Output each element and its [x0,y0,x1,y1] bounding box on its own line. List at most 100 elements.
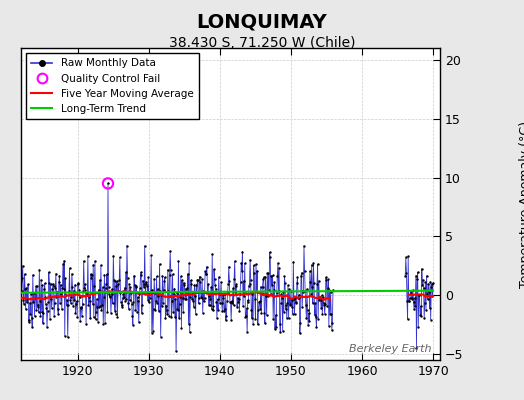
Point [127,290,135,297]
Point [68,284,77,290]
Point [194,300,203,306]
Point [305,268,314,274]
Point [213,296,222,303]
Point [135,291,144,298]
Point [180,282,189,288]
Point [207,284,215,290]
Point [62,292,70,298]
Point [141,279,150,285]
Point [85,294,93,300]
Point [170,285,179,292]
Point [172,306,181,312]
Point [126,284,135,290]
Point [166,248,174,254]
Point [62,302,71,308]
Point [269,287,278,293]
Point [425,305,434,312]
Point [198,294,206,301]
Point [94,318,102,325]
Point [69,302,77,309]
Point [181,285,190,292]
Point [61,333,69,339]
Point [151,307,159,313]
Point [270,279,279,285]
Point [91,258,99,264]
Point [185,329,194,336]
Point [314,316,322,322]
Point [409,287,417,294]
Point [187,277,195,284]
Point [241,313,249,320]
Point [214,306,222,313]
Point [125,306,133,312]
Point [307,291,315,298]
Point [322,277,331,283]
Point [325,287,334,293]
Point [48,305,56,312]
Point [247,307,256,313]
Point [117,302,126,309]
Point [43,324,51,330]
Point [293,280,301,286]
Point [290,296,298,302]
Point [277,300,285,306]
Point [317,305,325,311]
Point [152,273,161,280]
Point [35,309,43,316]
Point [68,270,76,277]
Point [259,276,267,282]
Point [119,290,127,297]
Point [273,272,281,279]
Point [269,316,277,322]
Point [307,279,315,286]
Point [300,268,309,274]
Point [308,284,316,290]
Point [226,299,235,305]
Point [263,270,271,276]
Point [39,320,47,326]
Point [217,279,225,286]
Point [79,288,88,294]
Point [316,297,325,303]
Point [412,272,420,279]
Point [130,282,139,288]
Point [31,283,40,290]
Point [53,288,61,295]
Point [258,283,267,290]
Text: LONQUIMAY: LONQUIMAY [196,12,328,31]
Point [212,299,221,305]
Point [57,281,65,288]
Point [73,314,81,320]
Point [329,287,337,293]
Point [234,299,243,305]
Point [287,287,295,294]
Point [118,304,126,310]
Point [263,312,271,319]
Point [406,295,414,302]
Point [205,301,214,308]
Point [421,300,429,307]
Point [144,274,152,281]
Point [268,272,277,279]
Point [250,296,259,302]
Point [103,271,111,278]
Point [54,279,63,285]
Point [258,290,266,296]
Point [275,288,283,294]
Point [34,302,42,308]
Point [190,304,198,310]
Point [79,300,87,307]
Point [108,286,116,292]
Point [186,294,194,300]
Point [59,286,68,292]
Point [276,329,285,335]
Point [55,272,63,279]
Point [237,268,246,274]
Point [92,309,101,316]
Point [169,309,177,315]
Point [148,286,157,293]
Point [90,283,99,289]
Point [168,298,176,304]
Point [224,281,232,288]
Point [210,266,218,272]
